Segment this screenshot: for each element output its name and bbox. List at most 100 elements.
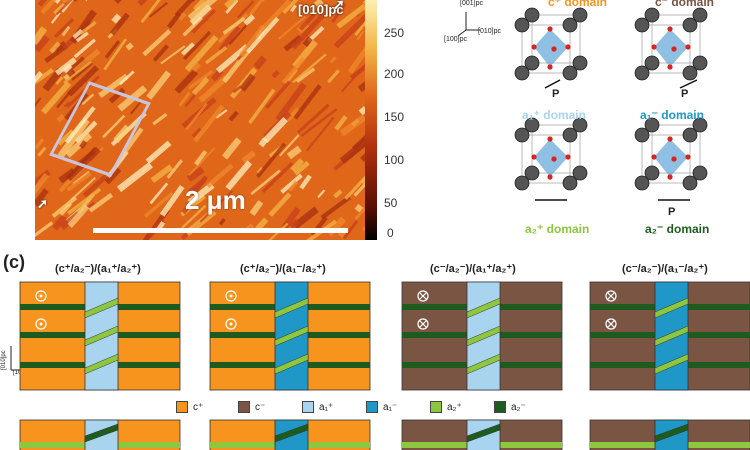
afm-stripe bbox=[192, 0, 208, 11]
a-site-atom bbox=[692, 55, 708, 71]
afm-stripe bbox=[250, 169, 281, 196]
cell-edge bbox=[651, 124, 701, 174]
axes-arrows-icon bbox=[457, 12, 480, 37]
afm-stripe bbox=[188, 70, 214, 90]
afm-stripe bbox=[62, 63, 73, 74]
a2-plus-band bbox=[654, 353, 689, 375]
afm-stripe bbox=[123, 127, 144, 153]
afm-stripe bbox=[299, 174, 312, 190]
a1-minus-domain-label: a₁⁻ domain bbox=[640, 108, 704, 122]
legend-label: a₁⁺ bbox=[319, 401, 334, 413]
a-site-atom bbox=[682, 65, 698, 81]
afm-stripe bbox=[232, 85, 242, 94]
afm-stripe bbox=[302, 36, 313, 48]
afm-stripe bbox=[109, 12, 130, 36]
a-site-atom bbox=[644, 165, 660, 181]
afm-stripe bbox=[113, 124, 131, 144]
out-of-plane-dot-icon bbox=[225, 290, 237, 302]
legend-item: a₁⁻ bbox=[366, 401, 397, 413]
afm-stripe bbox=[222, 48, 251, 84]
afm-stripe bbox=[66, 172, 92, 192]
afm-stripe bbox=[56, 113, 66, 123]
afm-stripe bbox=[50, 11, 61, 24]
afm-stripe bbox=[260, 0, 291, 32]
afm-stripe bbox=[53, 2, 66, 15]
oxygen-atom bbox=[667, 64, 673, 70]
oxygen-atom bbox=[547, 64, 553, 70]
afm-stripe bbox=[73, 38, 96, 59]
oxygen-atom bbox=[547, 136, 553, 142]
afm-stripe bbox=[64, 92, 89, 121]
cell-edge bbox=[641, 134, 691, 184]
afm-stripe bbox=[295, 67, 316, 83]
afm-stripe bbox=[253, 55, 267, 70]
panel-title: (c⁺/a₂⁻)/(a₁⁺/a₂⁺) bbox=[55, 263, 141, 275]
afm-stripe bbox=[293, 160, 310, 176]
afm-stripe bbox=[60, 0, 75, 4]
afm-stripe bbox=[336, 3, 365, 29]
panel-title: (c⁻/a₂⁻)/(a₁⁺/a₂⁺) bbox=[430, 263, 516, 275]
afm-stripe bbox=[130, 101, 142, 115]
into-plane-cross-icon bbox=[605, 290, 617, 302]
afm-stripe bbox=[102, 114, 126, 139]
a-site-atom bbox=[692, 7, 708, 23]
afm-stripe bbox=[70, 176, 96, 201]
afm-stripe bbox=[354, 206, 365, 221]
legend-swatch bbox=[238, 401, 250, 413]
a2-plus-band bbox=[274, 297, 309, 319]
a-site-atom bbox=[562, 65, 578, 81]
a-site-atom bbox=[524, 165, 540, 181]
legend-item: c⁻ bbox=[238, 401, 265, 413]
afm-stripe bbox=[280, 173, 303, 194]
afm-stripe bbox=[279, 134, 300, 157]
arrow-icon: ➚ bbox=[333, 0, 345, 12]
afm-stripe bbox=[116, 161, 153, 193]
afm-stripe bbox=[187, 177, 207, 195]
legend-swatch bbox=[302, 401, 314, 413]
afm-stripe bbox=[181, 204, 207, 229]
afm-stripe bbox=[237, 0, 255, 19]
afm-stripe bbox=[199, 190, 234, 223]
a-site-atom bbox=[514, 17, 530, 33]
afm-stripe bbox=[35, 71, 43, 83]
afm-stripe bbox=[224, 0, 249, 9]
afm-stripe bbox=[281, 56, 306, 84]
unit-cell bbox=[634, 7, 708, 81]
afm-stripe bbox=[160, 45, 186, 65]
a2-plus-band bbox=[84, 353, 119, 375]
a2-minus-band bbox=[466, 423, 501, 443]
cross-icon bbox=[418, 291, 428, 301]
out-of-plane-dot-icon bbox=[35, 290, 47, 302]
afm-stripe bbox=[65, 132, 93, 158]
panel-title: (c⁺/a₂⁻)/(a₁⁻/a₂⁺) bbox=[240, 263, 326, 275]
afm-stripe bbox=[184, 34, 219, 72]
afm-stripe bbox=[54, 40, 67, 53]
afm-stripe bbox=[189, 4, 212, 26]
unit-cell-diagrams bbox=[514, 7, 708, 201]
afm-stripe bbox=[181, 42, 195, 56]
afm-stripe bbox=[255, 217, 269, 232]
a1-plus-domain-label: a₁⁺ domain bbox=[522, 108, 586, 122]
afm-stripe bbox=[282, 0, 301, 15]
unit-cell bbox=[514, 7, 588, 81]
afm-stripe bbox=[52, 214, 67, 231]
afm-stripe bbox=[290, 158, 305, 173]
dot-icon bbox=[229, 294, 233, 298]
afm-stripe bbox=[66, 146, 101, 182]
afm-stripe bbox=[40, 0, 74, 15]
afm-stripe bbox=[228, 22, 250, 45]
afm-stripe bbox=[204, 46, 228, 65]
legend-swatch bbox=[494, 401, 506, 413]
afm-stripe bbox=[198, 73, 231, 103]
oxygen-atom bbox=[547, 26, 553, 32]
oxygen-atom bbox=[671, 156, 677, 162]
a2-minus-band bbox=[84, 423, 119, 443]
afm-stripe bbox=[61, 25, 71, 37]
afm-stripe bbox=[225, 160, 253, 191]
afm-stripe bbox=[356, 30, 365, 41]
afm-stripe bbox=[118, 70, 135, 86]
afm-stripe bbox=[320, 195, 351, 220]
cell-edge bbox=[641, 24, 691, 74]
afm-stripe bbox=[185, 102, 208, 131]
afm-stripe bbox=[35, 172, 49, 195]
